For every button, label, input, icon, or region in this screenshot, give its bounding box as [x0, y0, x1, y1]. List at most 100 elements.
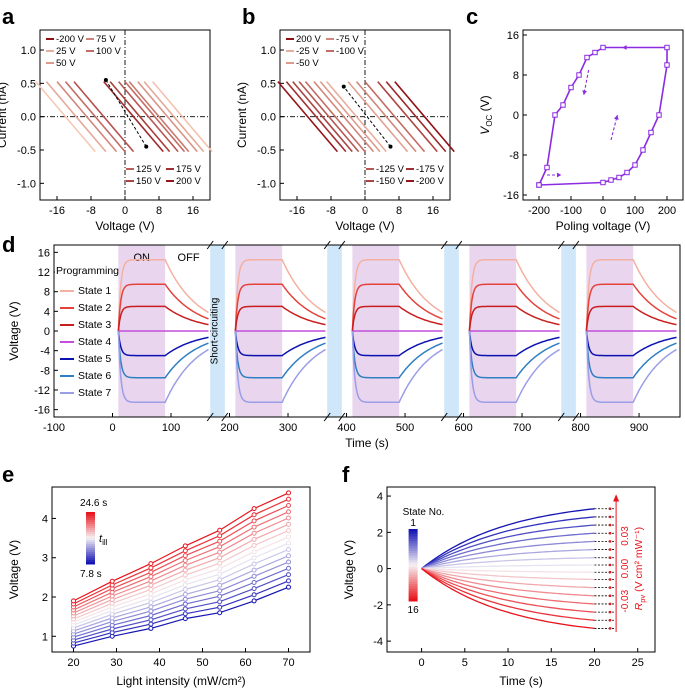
- colorbar-cell: [408, 529, 418, 532]
- iv-line: [377, 81, 438, 153]
- y-tick-label: 4: [44, 306, 50, 318]
- data-point: [148, 600, 154, 605]
- legend-label: -200 V: [56, 34, 85, 45]
- x-tick-label: 0: [362, 205, 368, 217]
- iv-line: [347, 81, 409, 153]
- data-point: [148, 591, 154, 597]
- data-point: [568, 84, 574, 91]
- colorbar-cell: [408, 557, 418, 561]
- state-curve: [117, 258, 209, 332]
- x-axis-label: Poling voltage (V): [556, 219, 651, 233]
- data-point: [109, 578, 115, 584]
- y-tick-label: -1.0: [257, 178, 276, 190]
- iv-line: [128, 81, 190, 153]
- state-curve: [421, 567, 595, 581]
- legend-label: -150 V: [376, 176, 405, 187]
- x-axis-label: Light intensity (mW/cm²): [116, 674, 245, 688]
- legend-label: 200 V: [296, 34, 321, 45]
- colorbar-cell: [408, 589, 418, 592]
- x-tick-label: 600: [454, 422, 472, 434]
- y-axis-label: Voltage (V): [7, 540, 21, 599]
- data-point: [251, 549, 257, 555]
- x-tick-label: -8: [86, 205, 96, 217]
- data-point: [600, 44, 606, 51]
- state-curve: [468, 330, 560, 379]
- colorbar-cell: [408, 598, 418, 602]
- data-point: [217, 577, 223, 583]
- state-curve: [234, 305, 326, 332]
- colorbar-cell: [86, 546, 95, 549]
- data-point: [251, 567, 257, 573]
- legend-title: Programming: [56, 265, 119, 277]
- x-axis-label: Voltage (V): [95, 219, 154, 233]
- data-point: [536, 182, 542, 188]
- colorbar-cell: [408, 548, 418, 552]
- rpv-marker: [608, 586, 612, 589]
- legend-title-bg: [55, 263, 115, 277]
- shift-arrow-head: [144, 144, 149, 149]
- iv-line: [304, 81, 366, 153]
- colorbar-cell: [86, 562, 95, 565]
- x-tick-label: -100: [43, 422, 65, 434]
- state-curve: [585, 330, 677, 357]
- y-tick-label: -0.5: [17, 145, 36, 157]
- data-point: [251, 586, 257, 592]
- data-point: [217, 593, 223, 599]
- colorbar-cell: [86, 520, 95, 523]
- data-point: [148, 582, 154, 588]
- legend-label: 50 V: [56, 58, 76, 69]
- rpv-marker: [608, 532, 612, 535]
- iv-line: [109, 81, 171, 153]
- state-curve: [468, 258, 560, 332]
- short-circuit-band: [327, 245, 342, 417]
- x-tick-label: -8: [326, 205, 336, 217]
- data-point: [251, 543, 257, 549]
- state-curve: [351, 330, 443, 357]
- iv-line: [118, 81, 179, 153]
- colorbar-cell: [86, 514, 95, 517]
- y-tick-label: 8: [513, 70, 519, 82]
- data-point: [576, 72, 582, 78]
- legend-label: State 3: [78, 319, 111, 331]
- y-tick-label: 0.5: [21, 78, 36, 90]
- data-point: [286, 515, 291, 521]
- chart-e: 20 30 40 50 60 70 1 2 3 4 Light intensity (mW/cm²)…: [7, 486, 311, 688]
- x-tick-label: 30: [110, 657, 122, 669]
- state-curve: [234, 258, 326, 332]
- colorbar-max: 24.6 s: [80, 498, 107, 509]
- data-point: [148, 608, 154, 614]
- data-point: [251, 598, 257, 604]
- y-tick-label: 16: [507, 30, 519, 42]
- x-tick-label: 0: [122, 205, 128, 217]
- x-tick-label: 16: [427, 205, 439, 217]
- colorbar-cell: [86, 550, 95, 553]
- axis-break: [323, 412, 331, 422]
- rpv-marker: [608, 594, 612, 597]
- colorbar-cell: [408, 550, 418, 554]
- state-curve: [421, 516, 595, 570]
- legend-label: -75 V: [336, 34, 359, 45]
- data-point: [584, 54, 590, 61]
- data-point: [148, 574, 154, 580]
- data-point: [217, 549, 223, 555]
- legend-label: -100 V: [336, 46, 365, 57]
- iv-line: [277, 81, 338, 153]
- chart-d: -100 0 100 200 300 400 500 600 700 800 900 -16 -12 -8…: [7, 240, 681, 450]
- state-curve: [468, 330, 560, 404]
- data-point: [182, 567, 188, 573]
- iv-line: [364, 81, 426, 153]
- state-curve: [351, 330, 443, 379]
- y-axis-label-sub: OC: [485, 114, 494, 126]
- y-tick-label: -4: [373, 636, 383, 648]
- state-curve: [421, 568, 595, 613]
- iv-line: [143, 81, 205, 153]
- legend-label: State 5: [78, 353, 111, 365]
- y-tick-label: 0.5: [261, 78, 276, 90]
- data-point: [182, 562, 188, 568]
- colorbar-cell: [86, 536, 95, 539]
- state-curve: [421, 548, 595, 570]
- axis-break: [338, 240, 346, 250]
- short-circuit-band: [444, 245, 459, 417]
- y-tick-label: 16: [38, 247, 50, 259]
